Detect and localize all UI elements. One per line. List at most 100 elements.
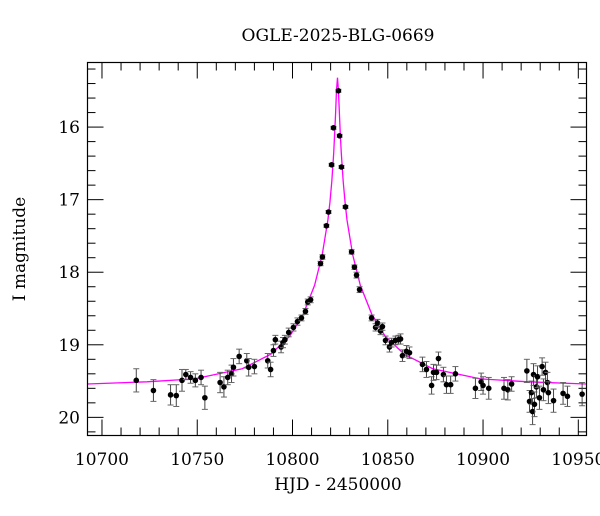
data-point	[536, 385, 543, 410]
data-point	[323, 222, 330, 229]
data-point	[270, 344, 277, 357]
point-marker	[150, 387, 157, 394]
data-point	[348, 249, 355, 255]
data-point	[267, 361, 274, 378]
point-marker	[443, 381, 450, 388]
point-marker	[264, 357, 271, 364]
data-point	[351, 264, 358, 270]
data-point	[335, 88, 342, 94]
data-point	[330, 125, 337, 131]
axis-ticks	[87, 62, 587, 436]
data-point	[167, 384, 174, 406]
data-point	[182, 368, 189, 381]
x-tick-label: 10700	[75, 450, 129, 470]
data-point	[579, 382, 586, 407]
y-tick-label: 19	[58, 336, 80, 356]
point-marker	[440, 371, 447, 378]
point-marker	[531, 401, 538, 408]
x-tick-label: 10950	[551, 450, 600, 470]
data-point	[336, 132, 343, 139]
x-tick-label: 10850	[361, 450, 415, 470]
data-point	[433, 364, 440, 381]
x-tick-label: 10900	[456, 450, 510, 470]
data-point	[530, 363, 537, 386]
point-marker	[560, 390, 566, 397]
point-marker	[290, 324, 297, 331]
data-point	[338, 164, 345, 170]
point-marker	[323, 222, 330, 229]
y-axis-label: I magnitude	[10, 197, 30, 301]
point-marker	[230, 364, 237, 371]
point-marker	[428, 382, 435, 389]
data-point	[452, 366, 459, 382]
point-marker	[270, 347, 277, 354]
data-point	[550, 388, 557, 413]
point-marker	[335, 88, 342, 94]
data-point	[382, 335, 389, 346]
point-marker	[167, 392, 174, 398]
data-point	[220, 376, 227, 398]
data-point	[179, 368, 186, 392]
data-point	[523, 358, 530, 384]
point-marker	[328, 162, 335, 168]
data-point	[251, 358, 258, 375]
data-point	[545, 381, 552, 405]
data-point	[472, 377, 479, 399]
data-point	[328, 162, 335, 168]
x-axis-label: HJD - 2450000	[274, 475, 402, 495]
data-point	[504, 379, 511, 401]
point-marker	[353, 272, 360, 278]
x-tick-label: 10750	[170, 450, 224, 470]
data-point	[377, 326, 384, 336]
point-marker	[228, 371, 235, 377]
point-marker	[377, 328, 384, 334]
data-point	[388, 337, 395, 348]
point-marker	[539, 363, 545, 370]
point-marker	[336, 132, 343, 139]
point-marker	[294, 318, 301, 325]
point-marker	[419, 361, 426, 368]
data-point	[264, 352, 271, 369]
data-point	[325, 209, 332, 215]
data-point	[285, 327, 292, 338]
point-marker	[317, 260, 324, 267]
point-marker	[374, 320, 381, 326]
point-marker	[243, 357, 250, 364]
point-marker	[325, 209, 332, 215]
data-point	[423, 360, 430, 378]
point-marker	[368, 315, 375, 321]
point-marker	[272, 336, 279, 343]
point-marker	[480, 382, 486, 389]
data-point	[272, 334, 279, 345]
point-marker	[319, 254, 326, 260]
point-marker	[550, 397, 557, 404]
point-marker	[187, 374, 194, 381]
point-marker	[338, 164, 345, 170]
point-marker	[236, 353, 242, 360]
data-point	[397, 333, 404, 345]
point-marker	[397, 336, 404, 342]
point-marker	[526, 398, 533, 405]
point-marker	[505, 386, 511, 393]
point-marker	[221, 384, 227, 390]
data-point	[435, 351, 442, 366]
point-marker	[285, 329, 292, 336]
point-marker	[372, 324, 379, 331]
point-marker	[533, 384, 540, 390]
data-point	[133, 368, 140, 393]
data-point	[564, 385, 571, 407]
y-tick-label: 18	[58, 263, 80, 283]
point-marker	[282, 336, 288, 343]
point-marker	[529, 408, 536, 415]
data-point	[353, 271, 360, 279]
point-marker	[267, 366, 274, 373]
point-marker	[534, 373, 541, 380]
point-marker	[399, 352, 406, 359]
point-marker	[202, 394, 208, 401]
point-marker	[192, 377, 199, 384]
point-marker	[351, 264, 358, 270]
data-point	[399, 349, 406, 362]
point-marker	[564, 393, 571, 400]
data-point	[150, 379, 157, 402]
